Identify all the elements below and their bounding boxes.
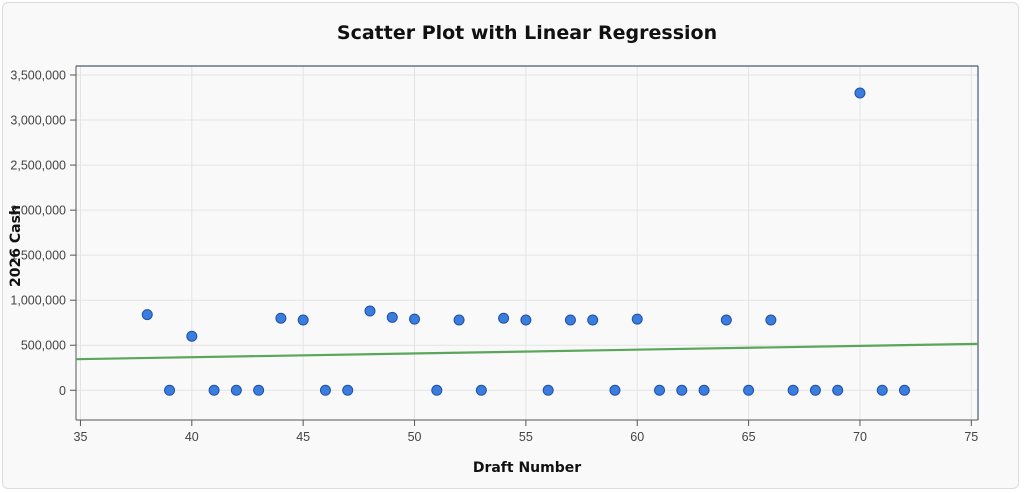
data-point <box>631 313 643 325</box>
data-point <box>876 384 888 396</box>
data-point <box>787 384 799 396</box>
data-point <box>475 384 487 396</box>
data-point <box>319 384 331 396</box>
data-point <box>230 384 242 396</box>
y-tick-label: 2,000,000 <box>10 204 66 218</box>
data-point <box>141 309 153 321</box>
data-point <box>765 314 777 326</box>
data-point <box>609 384 621 396</box>
x-axis-label: Draft Number <box>472 460 582 476</box>
x-tick-label: 75 <box>964 430 978 444</box>
data-point <box>832 384 844 396</box>
x-tick-label: 45 <box>296 430 310 444</box>
data-point <box>743 384 755 396</box>
data-point <box>297 314 309 326</box>
x-tick-label: 70 <box>853 430 867 444</box>
x-axis-ticks: 35 40 45 50 55 60 65 70 75 <box>74 420 978 444</box>
y-tick-label: 2,500,000 <box>10 159 66 173</box>
y-tick-label: 3,000,000 <box>10 114 66 128</box>
data-point <box>587 314 599 326</box>
data-point <box>854 87 866 99</box>
x-tick-label: 55 <box>519 430 533 444</box>
data-point <box>386 311 398 323</box>
data-point <box>520 314 532 326</box>
data-point <box>364 305 376 317</box>
y-tick-label: 500,000 <box>21 339 66 353</box>
y-tick-label: 0 <box>59 384 66 398</box>
x-tick-label: 50 <box>408 430 422 444</box>
x-tick-label: 60 <box>630 430 644 444</box>
data-point <box>899 384 911 396</box>
chart-title: Scatter Plot with Linear Regression <box>336 22 718 44</box>
data-point <box>654 384 666 396</box>
y-axis-label: 2026 Cash <box>8 205 24 287</box>
x-tick-label: 40 <box>185 430 199 444</box>
x-tick-label: 35 <box>74 430 88 444</box>
data-point <box>720 314 732 326</box>
data-point <box>409 313 421 325</box>
data-point <box>164 384 176 396</box>
data-point <box>275 312 287 324</box>
grid-lines <box>76 66 978 420</box>
data-point <box>431 384 443 396</box>
data-layer <box>75 87 979 396</box>
regression-line <box>75 342 979 361</box>
y-tick-label: 1,500,000 <box>10 249 66 263</box>
data-point <box>453 314 465 326</box>
data-point <box>564 314 576 326</box>
y-axis-ticks: 0 500,000 1,000,000 1,500,000 2,000,000 2,500… <box>10 69 76 398</box>
data-point <box>342 384 354 396</box>
data-point <box>542 384 554 396</box>
data-point <box>809 384 821 396</box>
x-tick-label: 65 <box>742 430 756 444</box>
y-tick-label: 1,000,000 <box>10 294 66 308</box>
data-point <box>186 330 198 342</box>
data-point <box>208 384 220 396</box>
y-tick-label: 3,500,000 <box>10 69 66 83</box>
data-point <box>253 384 265 396</box>
data-point <box>498 312 510 324</box>
data-point <box>676 384 688 396</box>
data-point <box>698 384 710 396</box>
